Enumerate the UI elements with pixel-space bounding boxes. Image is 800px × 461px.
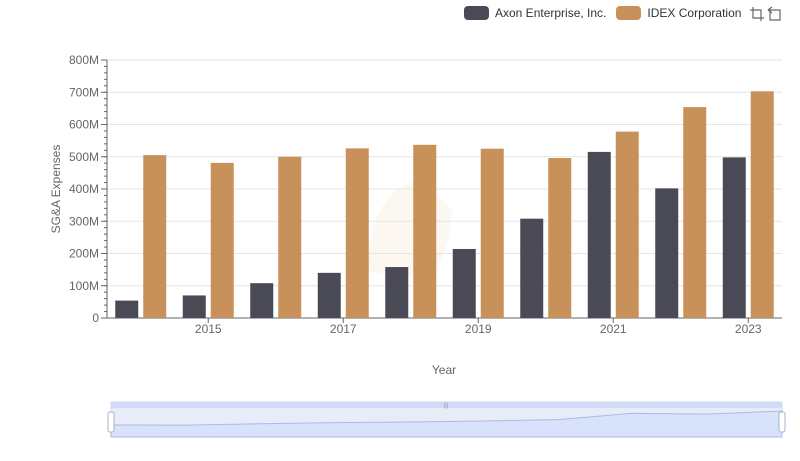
bar-idex-2022 [683,107,707,319]
x-tick-label: 2015 [195,322,222,336]
slider-preview-line [110,410,783,438]
y-tick-label: 800M [69,53,99,67]
data-zoom-slider[interactable]: ||| [107,401,786,438]
legend-swatch-idex [616,6,642,20]
legend: Axon Enterprise, Inc. IDEX Corporation [464,3,751,23]
y-tick-label: 300M [69,214,99,228]
bar-axon-2014 [115,300,139,318]
bar-axon-2019 [452,248,476,318]
bar-idex-2020 [548,158,572,318]
slider-grip-icon[interactable]: ||| [444,403,449,409]
y-tick-label: 0 [92,311,99,325]
y-axis: 0 100M 200M 300M 400M 500M 600M 700M 800M [69,53,108,325]
grid [107,59,782,287]
slider-handle-right[interactable] [778,411,786,433]
x-tick-label: 2021 [600,322,627,336]
bar-axon-2017 [317,272,341,318]
slider-handle-left[interactable] [107,411,115,433]
crop-zoom-icon[interactable] [749,6,765,22]
bar-axon-2022 [655,188,679,318]
bar-idex-2021 [615,131,639,318]
y-tick-label: 500M [69,150,99,164]
y-tick-label: 100M [69,279,99,293]
bar-idex-2015 [210,162,234,318]
x-tick-label: 2023 [735,322,762,336]
bar-axon-2015 [182,295,206,318]
bar-idex-2014 [143,155,167,318]
legend-swatch-axon [464,6,489,20]
bar-axon-2021 [587,151,611,318]
bar-axon-2020 [520,218,544,318]
bar-idex-2016 [278,156,302,318]
y-tick-label: 200M [69,247,99,261]
x-axis: 2015 2017 2019 2021 2023 [107,317,782,336]
bar-idex-2018 [413,144,437,318]
bar-axon-2018 [385,267,409,318]
slider-selection[interactable] [111,402,782,408]
x-axis-title: Year [432,363,456,377]
y-tick-label: 400M [69,182,99,196]
bar-idex-2017 [345,148,369,318]
bars [115,91,774,319]
legend-item-axon[interactable]: Axon Enterprise, Inc. [464,6,606,20]
bar-axon-2023 [722,157,746,318]
legend-label-axon: Axon Enterprise, Inc. [495,6,607,20]
bar-idex-2019 [480,148,504,318]
x-tick-label: 2017 [330,322,357,336]
toolbox [747,6,783,22]
bar-idex-2023 [750,91,774,318]
zoom-reset-icon[interactable] [767,6,783,22]
y-tick-label: 700M [69,85,99,99]
bar-axon-2016 [250,283,274,318]
legend-label-idex: IDEX Corporation [647,6,742,20]
watermark-logo [368,180,452,277]
legend-item-idex[interactable]: IDEX Corporation [616,6,741,20]
y-tick-label: 600M [69,118,99,132]
x-tick-label: 2019 [465,322,492,336]
y-axis-title: SG&A Expenses [49,145,63,234]
